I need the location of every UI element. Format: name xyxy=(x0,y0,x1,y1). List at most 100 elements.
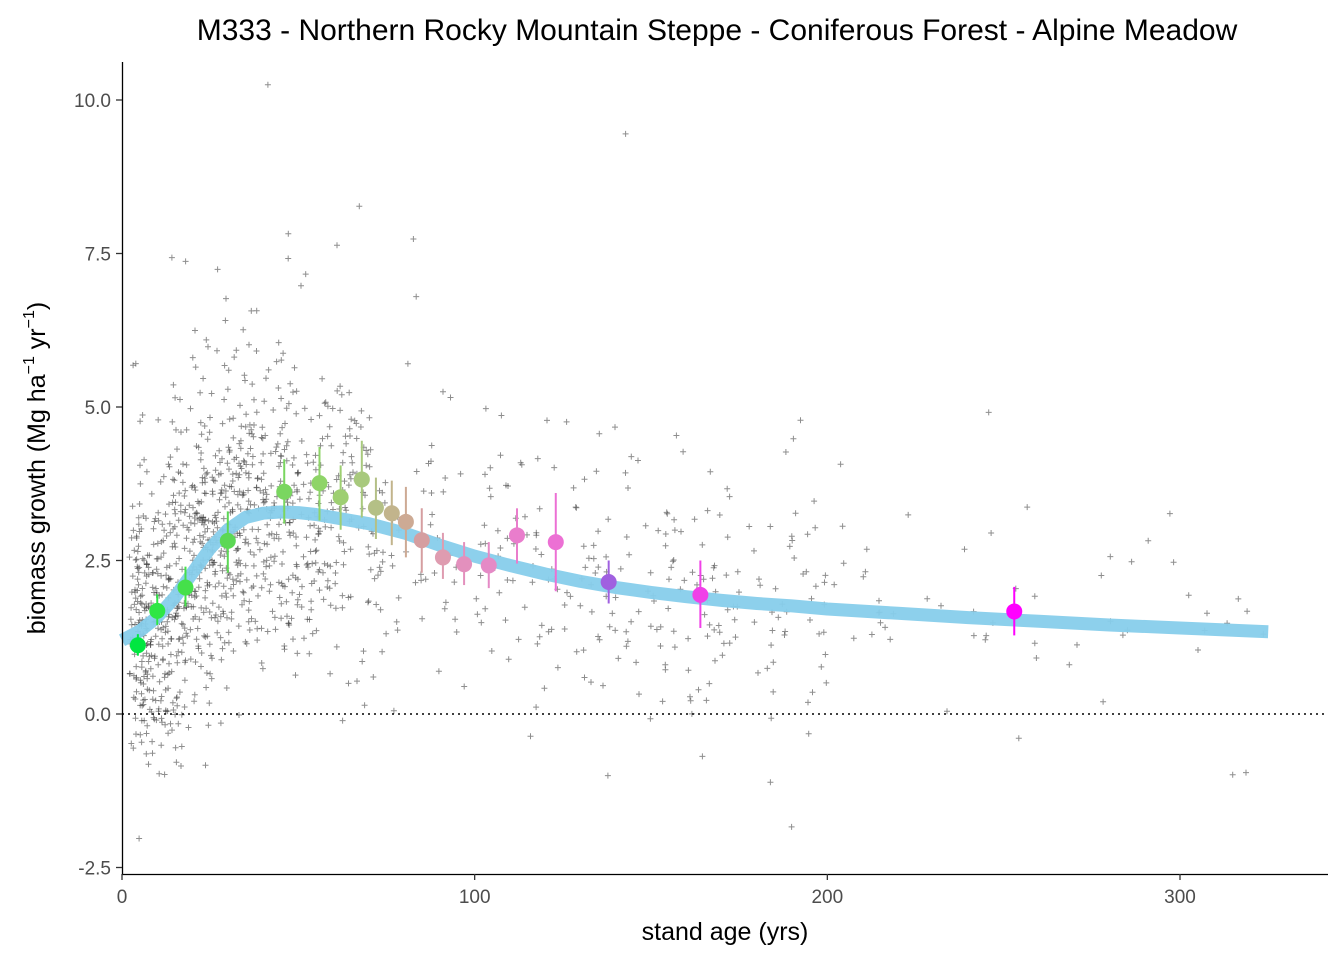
raw-point xyxy=(173,426,179,433)
raw-point xyxy=(860,573,867,580)
raw-point xyxy=(505,656,512,663)
raw-point xyxy=(303,561,310,568)
raw-point xyxy=(214,347,220,354)
raw-point xyxy=(340,539,347,546)
raw-point xyxy=(245,487,252,494)
raw-point xyxy=(228,609,235,616)
raw-point xyxy=(221,362,228,369)
raw-point xyxy=(938,602,944,609)
raw-point xyxy=(281,646,288,653)
raw-point xyxy=(160,473,167,480)
raw-point xyxy=(202,528,208,535)
raw-point xyxy=(410,236,417,242)
raw-point xyxy=(271,558,278,565)
raw-point xyxy=(320,569,326,576)
raw-point xyxy=(321,400,328,407)
fit-curve xyxy=(118,505,1269,647)
raw-point xyxy=(164,628,171,635)
raw-point xyxy=(636,691,642,698)
raw-point xyxy=(135,521,142,528)
raw-point xyxy=(343,507,350,514)
raw-point xyxy=(668,564,675,571)
raw-point xyxy=(175,517,182,524)
raw-point xyxy=(1031,593,1038,600)
x-tick-label: 200 xyxy=(811,887,843,908)
raw-point xyxy=(367,566,374,573)
raw-point xyxy=(339,604,346,611)
raw-point xyxy=(312,466,319,473)
raw-point xyxy=(168,254,175,261)
raw-point xyxy=(338,391,345,398)
raw-point xyxy=(685,635,692,642)
raw-point xyxy=(155,705,162,712)
y-tick-label: 10.0 xyxy=(74,91,111,112)
raw-point xyxy=(154,555,161,562)
raw-point xyxy=(655,527,662,534)
raw-point xyxy=(746,523,753,530)
raw-point xyxy=(187,626,194,633)
raw-point xyxy=(230,434,237,441)
raw-point xyxy=(193,593,200,599)
raw-point xyxy=(260,450,267,457)
raw-point xyxy=(521,604,528,611)
raw-point xyxy=(709,575,716,582)
raw-point xyxy=(231,354,238,361)
raw-point xyxy=(178,743,185,750)
raw-point xyxy=(588,608,595,615)
raw-point xyxy=(647,569,654,576)
raw-point xyxy=(609,610,616,617)
raw-point xyxy=(207,414,213,421)
raw-point xyxy=(327,602,334,609)
raw-point xyxy=(376,564,383,571)
mean-point xyxy=(547,534,564,551)
raw-point xyxy=(628,453,635,460)
mean-point xyxy=(353,471,370,488)
raw-point xyxy=(206,700,213,707)
raw-point xyxy=(382,479,389,486)
raw-point xyxy=(271,499,278,506)
raw-point xyxy=(823,679,830,686)
raw-point xyxy=(133,688,140,695)
raw-point xyxy=(276,594,283,601)
raw-point xyxy=(494,527,501,534)
raw-point xyxy=(944,708,950,715)
raw-point xyxy=(482,405,489,412)
raw-point xyxy=(365,598,372,605)
raw-point xyxy=(298,604,305,610)
raw-point xyxy=(210,559,217,566)
raw-point xyxy=(179,479,186,486)
raw-point xyxy=(1119,632,1126,639)
raw-point xyxy=(283,598,290,605)
raw-point xyxy=(317,528,323,535)
raw-point xyxy=(284,438,291,445)
y-axis-ticks: -2.5 0.0 2.5 5.0 7.5 10.0 xyxy=(74,91,122,880)
raw-point xyxy=(233,470,240,477)
raw-point xyxy=(261,540,268,547)
raw-point xyxy=(143,601,150,607)
raw-point xyxy=(635,608,642,615)
raw-point xyxy=(376,487,383,494)
raw-point xyxy=(767,779,774,786)
raw-point xyxy=(181,545,188,552)
raw-point xyxy=(612,594,619,601)
raw-point xyxy=(134,576,141,583)
raw-point xyxy=(312,559,319,566)
mean-point xyxy=(311,475,328,492)
raw-point xyxy=(482,471,488,478)
raw-point xyxy=(273,358,280,365)
raw-point xyxy=(174,702,181,709)
raw-point xyxy=(704,633,711,640)
raw-point xyxy=(226,571,233,578)
raw-point xyxy=(418,577,425,584)
raw-point xyxy=(905,511,912,518)
raw-point xyxy=(187,405,194,412)
raw-point xyxy=(185,527,192,533)
raw-point xyxy=(159,635,166,642)
raw-point xyxy=(354,678,360,685)
raw-point xyxy=(242,562,249,569)
raw-point xyxy=(775,614,782,621)
raw-point xyxy=(285,576,292,583)
raw-point xyxy=(236,488,243,495)
raw-point xyxy=(1031,640,1038,647)
raw-point xyxy=(1128,558,1135,565)
